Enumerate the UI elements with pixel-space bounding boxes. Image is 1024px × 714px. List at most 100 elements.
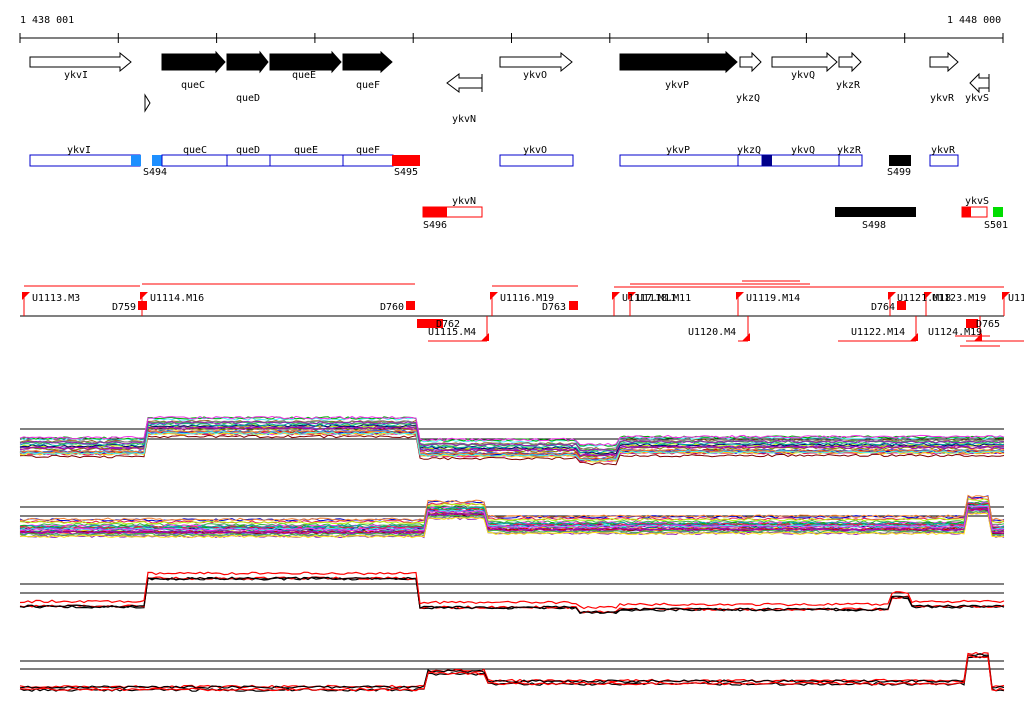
transcript-label[interactable]: U1118.M11 [637, 293, 691, 304]
transcript-label[interactable]: U1116.M19 [500, 293, 554, 304]
expression-trace [19, 505, 1005, 532]
gene-box-label: queE [294, 145, 318, 156]
gene-box-queC[interactable] [161, 154, 228, 167]
expression-panel-3 [19, 571, 1005, 615]
transcript-label[interactable]: U1119.M14 [746, 293, 800, 304]
gene-ykvR-arrow[interactable] [929, 51, 959, 73]
gene-ykvN-arrow[interactable] [446, 73, 483, 93]
gene-label: ykzR [836, 80, 861, 91]
gene-ykzR-arrow[interactable] [838, 51, 862, 73]
downregion-label: D763 [542, 302, 566, 313]
downregion-D765[interactable] [966, 319, 978, 328]
expression-trace [19, 421, 1005, 452]
expression-trace [19, 426, 1005, 457]
gene-box-label: ykvP [666, 145, 690, 156]
downregion-D762[interactable] [417, 319, 443, 328]
axis-end-label: 1 448 000 [947, 15, 1001, 26]
gene-box-queF[interactable] [342, 154, 394, 167]
segment-label: S495 [394, 167, 418, 178]
segment-red-marker [962, 207, 971, 217]
gene-label: queC [181, 80, 205, 91]
gene-box-queD[interactable] [226, 154, 271, 167]
gene-box-label: queC [183, 145, 207, 156]
downregion-label: D759 [112, 302, 136, 313]
gene-box-label: ykzQ [737, 145, 761, 156]
expression-trace [19, 431, 1005, 462]
expression-trace [19, 571, 1005, 610]
expression-trace [19, 495, 1005, 522]
gene-ykvO-arrow[interactable] [499, 51, 573, 73]
segment-blue-marker [131, 155, 141, 166]
transcript-label[interactable]: U1120.M4 [688, 327, 736, 338]
gene-label: ykvI [64, 70, 88, 81]
downregion-label: D760 [380, 302, 404, 313]
gene-ykvS-arrow[interactable] [969, 72, 990, 94]
gene-box-label: ykzR [837, 145, 862, 156]
transcript-label[interactable]: U1114.M16 [150, 293, 204, 304]
gene-box-label: queF [356, 145, 380, 156]
gene-ykvI-arrow[interactable] [29, 51, 132, 73]
expression-trace [19, 415, 1005, 446]
segment-label: S494 [143, 167, 167, 178]
expression-trace [19, 494, 1005, 522]
gene-label: ykvS [965, 93, 989, 104]
gene-track: ykvI queC queD queE queF ykvN ykvO ykvP … [29, 50, 990, 125]
gene-box-ykvR[interactable] [929, 154, 959, 167]
gene-box-ykvQ[interactable] [761, 154, 840, 167]
gene-box-ykvO[interactable] [499, 154, 574, 167]
gene-box-track: ykvI S494 queC queD queE queF S495 ykvO … [29, 145, 1008, 231]
gene-queC-arrow[interactable] [161, 50, 226, 74]
expression-panel-2 [19, 494, 1005, 539]
gene-box-label: ykvS [965, 196, 989, 207]
gene-queD-arrow[interactable] [226, 50, 269, 74]
small-orf-marker [144, 93, 151, 113]
downregion-D760[interactable] [406, 301, 415, 310]
expression-trace [19, 654, 1005, 692]
expression-trace [19, 429, 1005, 461]
expression-trace [19, 497, 1005, 524]
segment-S494[interactable] [152, 155, 162, 166]
expression-trace [19, 424, 1005, 455]
transcript-label[interactable]: U1113.M3 [32, 293, 80, 304]
segment-S495[interactable] [392, 155, 420, 166]
downregion-D763[interactable] [569, 301, 578, 310]
downregion-D764[interactable] [897, 301, 906, 310]
downregion-label: D764 [871, 302, 895, 313]
gene-box-ykvI[interactable] [29, 154, 141, 167]
gene-box-label: queD [236, 145, 260, 156]
expression-trace [19, 576, 1005, 615]
gene-queF-arrow[interactable] [342, 50, 393, 74]
segment-label: S496 [423, 220, 447, 231]
gene-label: queE [292, 70, 316, 81]
segment-label: S498 [862, 220, 886, 231]
transcript-label[interactable]: U1123.M19 [932, 293, 986, 304]
transcript-label[interactable]: U1121.M18 [897, 293, 951, 304]
gene-box-queE[interactable] [269, 154, 344, 167]
gene-label: ykvP [665, 80, 689, 91]
transcript-label[interactable]: U1122.M14 [851, 327, 905, 338]
transcript-label[interactable]: U1124.M19 [928, 327, 982, 338]
transcript-label[interactable]: U1117.M11 [622, 293, 676, 304]
gene-label: ykvO [523, 70, 547, 81]
downregion-D759[interactable] [138, 301, 147, 310]
expression-trace [19, 576, 1005, 614]
segment-label: S501 [984, 220, 1008, 231]
expression-trace [20, 507, 1005, 534]
transcript-label[interactable]: U1115.M4 [428, 327, 476, 338]
segment-S496[interactable] [423, 207, 447, 217]
gene-box-ykzQ[interactable] [737, 154, 763, 167]
gene-ykzQ-arrow[interactable] [739, 51, 762, 73]
transcript-label[interactable]: U11 [1008, 293, 1024, 304]
expression-panel-4 [19, 651, 1005, 692]
gene-box-ykzR[interactable] [838, 154, 863, 167]
segment-S499[interactable] [889, 155, 911, 166]
segment-S501[interactable] [993, 207, 1003, 217]
segment-S498[interactable] [835, 207, 916, 217]
gene-ykvP-arrow[interactable] [619, 50, 738, 74]
gene-queE-arrow[interactable] [269, 50, 342, 74]
gene-label: queD [236, 93, 260, 104]
gene-box-ykvP[interactable] [619, 154, 739, 167]
gene-ykvQ-arrow[interactable] [771, 51, 838, 73]
downregion-label: D762 [436, 319, 460, 330]
